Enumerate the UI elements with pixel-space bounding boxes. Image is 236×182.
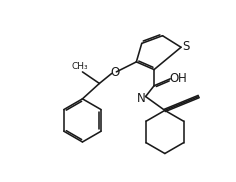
- Text: N: N: [137, 92, 146, 105]
- Text: S: S: [182, 40, 189, 53]
- Text: H: H: [177, 72, 186, 85]
- Text: CH₃: CH₃: [72, 62, 88, 71]
- Text: O: O: [110, 66, 119, 79]
- Text: O: O: [169, 72, 179, 85]
